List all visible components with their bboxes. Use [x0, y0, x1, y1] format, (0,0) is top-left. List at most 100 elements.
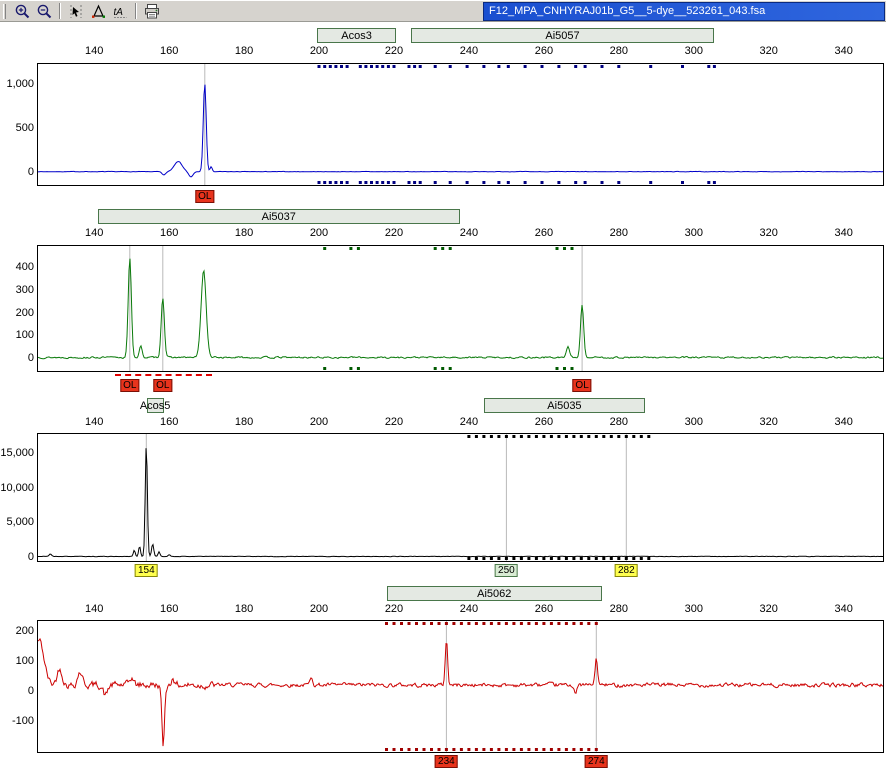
marker-label: Ai5057: [545, 30, 579, 42]
marker-label: Ai5037: [262, 211, 296, 223]
zoom-out-icon: [36, 3, 53, 20]
plot-area-red[interactable]: [37, 620, 884, 753]
x-axis-tick-label: 300: [672, 603, 716, 615]
y-axis-tick-label: 0: [0, 551, 34, 563]
y-axis-tick-label: 0: [0, 352, 34, 364]
bin-markers: [318, 65, 716, 184]
sample-file-name: F12_MPA_CNHYRAJ01b_G5__5-dye__523261_043…: [489, 5, 765, 17]
y-axis-tick-label: 400: [0, 261, 34, 273]
trace-black: [38, 448, 883, 557]
electropherogram-svg-green: [38, 246, 883, 371]
x-axis-tick-label: 340: [822, 227, 866, 239]
x-axis-tick-label: 320: [747, 45, 791, 57]
call-label-234[interactable]: 234: [435, 755, 458, 768]
x-axis-tick-label: 240: [447, 416, 491, 428]
y-axis-tick-label: 0: [0, 685, 34, 697]
y-axis-tick-label: 0: [0, 166, 34, 178]
x-axis-tick-label: 340: [822, 416, 866, 428]
x-axis-tick-label: 220: [372, 227, 416, 239]
marker-ai5057[interactable]: Ai5057: [411, 28, 715, 43]
zoom-in-button[interactable]: [11, 1, 33, 21]
call-label-274[interactable]: 274: [585, 755, 608, 768]
x-axis-tick-label: 280: [597, 45, 641, 57]
trace-select-icon: [68, 3, 85, 20]
x-axis-tick-label: 200: [297, 416, 341, 428]
y-axis-tick-label: 100: [0, 655, 34, 667]
call-label-154[interactable]: 154: [135, 564, 158, 577]
print-button[interactable]: [141, 1, 163, 21]
bin-markers: [323, 247, 573, 370]
marker-ai5037[interactable]: Ai5037: [98, 209, 460, 224]
y-axis-tick-label: -100: [0, 715, 34, 727]
peak-labels-icon: tA: [112, 3, 129, 20]
y-axis-tick-label: 1,000: [0, 78, 34, 90]
trace-blue: [38, 85, 883, 177]
x-axis-tick-label: 280: [597, 227, 641, 239]
x-axis-tick-label: 280: [597, 416, 641, 428]
x-axis-tick-label: 140: [72, 227, 116, 239]
plot-area-green[interactable]: [37, 245, 884, 372]
svg-text:tA: tA: [113, 7, 123, 18]
x-axis-tick-label: 240: [447, 227, 491, 239]
size-gridlines: [146, 434, 626, 561]
x-axis-tick-label: 240: [447, 45, 491, 57]
marker-label: Acos3: [341, 30, 372, 42]
y-axis-tick-label: 5,000: [0, 516, 34, 528]
call-label-ol[interactable]: OL: [195, 190, 214, 203]
marker-label: Acos5: [140, 400, 171, 412]
call-label-ol[interactable]: OL: [120, 379, 139, 392]
trace-red: [38, 639, 883, 746]
x-axis-tick-label: 160: [147, 416, 191, 428]
zoom-in-icon: [14, 3, 31, 20]
off-ladder-range-dashes: [115, 374, 212, 376]
x-axis-tick-label: 300: [672, 416, 716, 428]
x-axis-tick-label: 180: [222, 45, 266, 57]
x-axis-tick-label: 340: [822, 45, 866, 57]
print-icon: [143, 3, 161, 20]
y-axis-tick-label: 500: [0, 122, 34, 134]
y-axis-tick-label: 100: [0, 329, 34, 341]
marker-ai5062[interactable]: Ai5062: [387, 586, 603, 601]
marker-label: Ai5062: [477, 588, 511, 600]
y-axis-tick-label: 300: [0, 284, 34, 296]
trace-select-button[interactable]: [65, 1, 87, 21]
zoom-out-button[interactable]: [33, 1, 55, 21]
plot-area-black[interactable]: [37, 433, 884, 562]
x-axis-tick-label: 280: [597, 603, 641, 615]
call-label-250[interactable]: 250: [495, 564, 518, 577]
genotyping-plot-window: tA F12_MPA_CNHYRAJ01b_G5__5-dye__523261_…: [0, 0, 886, 778]
marker-acos5[interactable]: Acos5: [147, 398, 164, 413]
plot-area-blue[interactable]: [37, 63, 884, 186]
x-axis-tick-label: 140: [72, 416, 116, 428]
marker-acos3[interactable]: Acos3: [317, 28, 396, 43]
x-axis-tick-label: 220: [372, 45, 416, 57]
x-axis-tick-label: 220: [372, 416, 416, 428]
x-axis-tick-label: 160: [147, 227, 191, 239]
call-label-ol[interactable]: OL: [572, 379, 591, 392]
call-label-282[interactable]: 282: [615, 564, 638, 577]
x-axis-tick-label: 320: [747, 416, 791, 428]
x-axis-tick-label: 300: [672, 45, 716, 57]
peak-detect-button[interactable]: [87, 1, 109, 21]
x-axis-tick-label: 340: [822, 603, 866, 615]
y-axis-tick-label: 15,000: [0, 447, 34, 459]
x-axis-tick-label: 200: [297, 45, 341, 57]
call-label-ol[interactable]: OL: [153, 379, 172, 392]
peak-detect-icon: [90, 3, 107, 20]
toolbar-separator: [59, 3, 61, 19]
y-axis-tick-label: 10,000: [0, 482, 34, 494]
x-axis-tick-label: 160: [147, 603, 191, 615]
x-axis-tick-label: 180: [222, 227, 266, 239]
x-axis-tick-label: 240: [447, 603, 491, 615]
x-axis-tick-label: 200: [297, 603, 341, 615]
sample-title-bar[interactable]: F12_MPA_CNHYRAJ01b_G5__5-dye__523261_043…: [483, 2, 885, 21]
x-axis-tick-label: 320: [747, 603, 791, 615]
y-axis-tick-label: 200: [0, 307, 34, 319]
electropherogram-svg-black: [38, 434, 883, 561]
electropherogram-svg-red: [38, 621, 883, 752]
y-axis-tick-label: 200: [0, 625, 34, 637]
x-axis-tick-label: 300: [672, 227, 716, 239]
x-axis-tick-label: 260: [522, 603, 566, 615]
peak-labels-button[interactable]: tA: [109, 1, 131, 21]
marker-ai5035[interactable]: Ai5035: [484, 398, 645, 413]
